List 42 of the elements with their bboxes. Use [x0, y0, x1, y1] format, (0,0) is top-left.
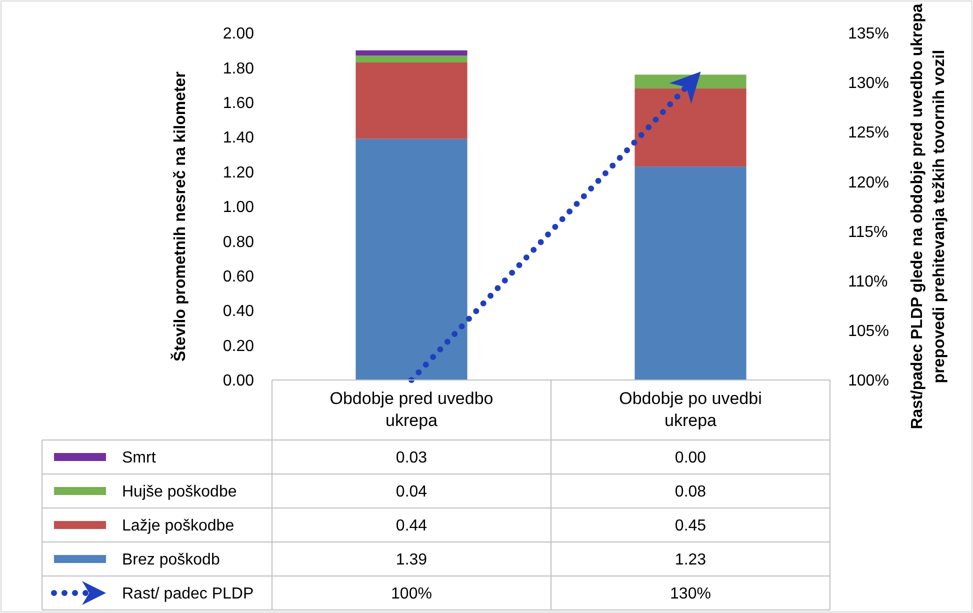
y2-tick-label: 130%: [848, 75, 889, 92]
bar: [356, 56, 468, 62]
data-label: 0.44: [396, 518, 428, 535]
y-tick-label: 1.20: [222, 164, 254, 182]
legend-label: Brez poškodb: [122, 552, 220, 569]
bar: [356, 62, 468, 139]
bar: [634, 88, 746, 167]
y2-tick-label: 110%: [848, 273, 888, 290]
y2-tick-label: 105%: [848, 323, 889, 340]
y-tick-label: 0.40: [222, 303, 254, 320]
y2-tick-label: 135%: [848, 26, 889, 43]
y-tick-label: 0.20: [222, 338, 254, 355]
y-tick-label: 1.40: [222, 130, 254, 147]
y2-axis-title: Rast/padec PLDP glede na obdobje pred uvedbo ukrepa prepovedi prehitevanja težkih tovornih vozil: [909, 4, 948, 430]
y2-tick-label: 120%: [848, 174, 889, 192]
y-tick-label: 1.00: [222, 199, 254, 216]
y2-tick-label: 100%: [848, 372, 889, 390]
y-axis-title: Število prometnih nesreč na kilometer: [170, 72, 189, 362]
y-tick-label: 0.80: [222, 234, 254, 251]
data-label: 0.03: [396, 450, 428, 467]
y-tick-label: 2.00: [222, 26, 254, 43]
data-label: 100%: [391, 586, 432, 603]
x-tick-label: Obdobje pred uvedbo ukrepa: [330, 389, 494, 430]
legend-label: Lažje poškodbe: [122, 518, 234, 535]
data-label: 130%: [670, 586, 711, 603]
data-label: 1.23: [674, 552, 706, 569]
data-label: 1.39: [396, 552, 428, 569]
y-tick-label: 1.60: [222, 95, 254, 112]
data-label: 0.08: [674, 484, 706, 501]
legend-label: Hujše poškodbe: [122, 484, 237, 501]
legend-label: Smrt: [122, 450, 156, 467]
legend-label: Rast/ padec PLDP: [122, 586, 254, 603]
data-label: 0.45: [674, 518, 706, 535]
y-tick-label: 1.80: [222, 60, 254, 78]
y2-tick-label: 115%: [848, 224, 888, 241]
x-tick-label: Obdobje po uvedbi ukrepa: [619, 389, 762, 430]
data-label: 0.00: [674, 450, 706, 467]
y-tick-label: 0.60: [222, 268, 254, 286]
data-label: 0.04: [396, 484, 428, 501]
y-tick-label: 0.00: [222, 372, 254, 390]
y2-tick-label: 125%: [848, 124, 889, 142]
bar: [356, 50, 468, 56]
